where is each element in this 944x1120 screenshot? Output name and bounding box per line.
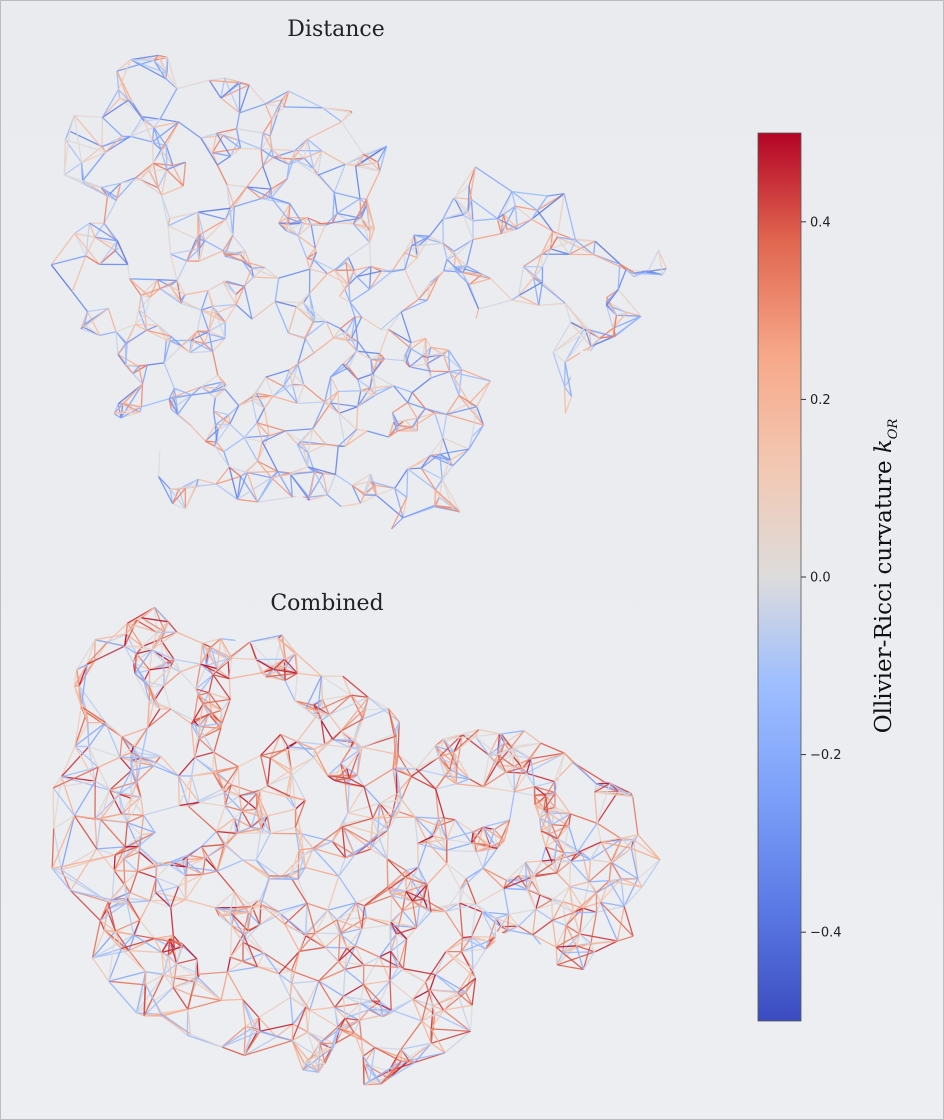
colorbar-tick-label: 0.2 [810, 393, 831, 408]
colorbar: 0.4 0.2 0.0 −0.2 −0.4 [757, 132, 842, 1022]
distance-network-graph [50, 54, 667, 530]
combined-panel-title: Combined [270, 591, 384, 616]
colorbar-label: Ollivier-Ricci curvature kOR [871, 419, 901, 734]
combined-network-graph [51, 606, 661, 1086]
distance-panel-title: Distance [287, 17, 385, 42]
colorbar-tick-label: −0.2 [810, 748, 842, 763]
colorbar-tick-label: −0.4 [810, 926, 842, 941]
colorbar-label-subscript: OR [885, 418, 901, 440]
colorbar-tick-label: 0.4 [810, 215, 831, 230]
colorbar-label-symbol: k [871, 439, 898, 454]
colorbar-label-text: Ollivier-Ricci curvature [871, 460, 898, 734]
colorbar-gradient [757, 132, 802, 1022]
colorbar-tick-label: 0.0 [810, 571, 831, 586]
colorbar-ticks: 0.4 0.2 0.0 −0.2 −0.4 [801, 215, 842, 941]
